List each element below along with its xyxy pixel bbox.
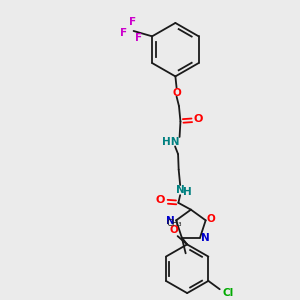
Text: N: N [176, 185, 185, 195]
Text: F: F [128, 17, 136, 27]
Text: O: O [207, 214, 215, 224]
Text: F: F [135, 32, 142, 43]
Text: O: O [173, 88, 182, 98]
Text: H: H [183, 187, 192, 196]
Text: O: O [156, 196, 165, 206]
Text: O: O [169, 225, 178, 235]
Text: N: N [201, 233, 210, 243]
Text: Cl: Cl [222, 288, 233, 298]
Text: HN: HN [163, 137, 180, 147]
Text: N: N [167, 216, 175, 226]
Text: F: F [121, 28, 128, 38]
Text: O: O [193, 114, 203, 124]
Text: CH₃: CH₃ [166, 218, 182, 227]
